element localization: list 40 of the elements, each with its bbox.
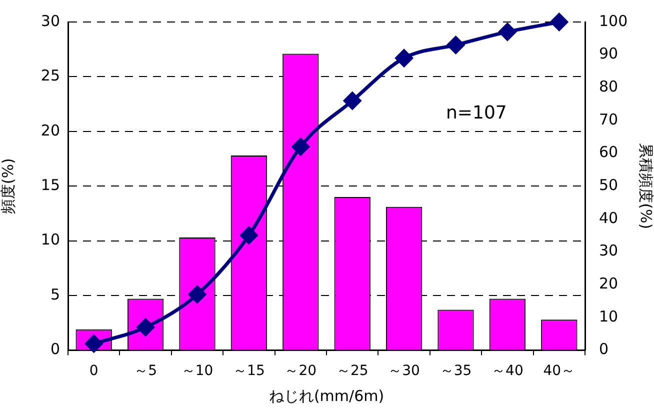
x-tick-label: ～5: [134, 363, 158, 380]
y2-tick-label: 90: [599, 44, 618, 63]
point: [240, 226, 258, 244]
point: [498, 23, 516, 41]
y2-tick-label: 100: [599, 12, 628, 30]
point: [344, 92, 362, 110]
x-tick-label: ～25: [336, 363, 368, 380]
point: [550, 13, 568, 31]
point: [395, 49, 413, 67]
y-tick-label: 25: [40, 66, 60, 85]
x-tick-label: ～15: [233, 363, 265, 380]
y-tick-label: 20: [40, 121, 60, 140]
y2-tick-label: 50: [599, 176, 618, 194]
y-axis-title: 頻度(%): [0, 158, 17, 214]
x-tick-label: ～10: [181, 363, 214, 380]
y-tick-label: 15: [40, 176, 60, 194]
y-tick-label: 30: [40, 12, 60, 30]
y2-tick-label: 20: [599, 274, 618, 292]
y2-tick-label: 30: [599, 242, 618, 260]
y-tick-label: 5: [50, 285, 60, 304]
y-tick-label: 0: [50, 340, 60, 358]
y2-axis-title: 累積頻度(%): [637, 143, 654, 230]
x-axis-title: ねじれ(mm/6m): [268, 386, 384, 405]
x-tick-label: ～40: [492, 363, 524, 380]
point: [292, 138, 310, 156]
y2-tick-label: 40: [599, 208, 618, 227]
y2-tick-label: 70: [599, 110, 618, 128]
x-tick-label: ～30: [388, 363, 420, 380]
point: [188, 286, 206, 304]
y2-tick-label: 60: [599, 143, 618, 162]
x-tick-label: ～20: [284, 363, 317, 380]
y2-tick-label: 10: [599, 307, 618, 326]
y-tick-label: 10: [40, 230, 60, 249]
x-tick-label: 40～: [543, 363, 576, 380]
x-tick-label: ～35: [440, 363, 472, 380]
annotation: n=107: [446, 102, 507, 124]
point: [447, 36, 464, 54]
y2-tick-label: 0: [599, 340, 609, 358]
x-tick-label: 0: [89, 363, 98, 380]
y2-tick-label: 80: [599, 78, 618, 96]
